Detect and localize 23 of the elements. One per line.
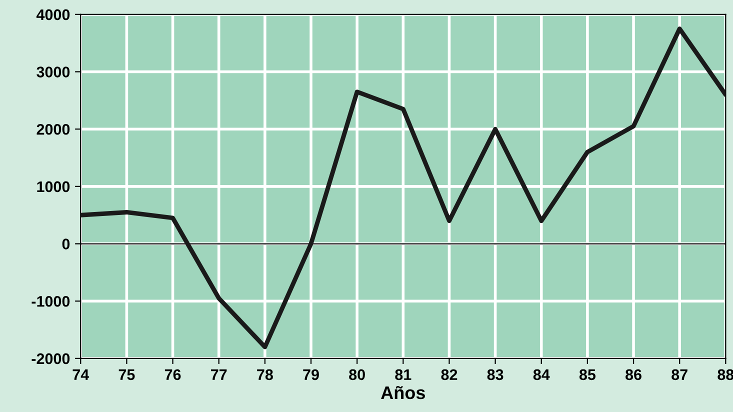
x-tick-label: 83 <box>487 369 504 380</box>
x-tick-label: 82 <box>441 369 458 380</box>
y-tick-label: 4000 <box>36 9 70 20</box>
x-tick-label: 75 <box>118 369 135 380</box>
x-tick-label: 86 <box>626 369 642 380</box>
x-tick-label: 80 <box>349 369 365 380</box>
y-tick-label: 0 <box>62 238 70 250</box>
y-tick-label: 1000 <box>37 181 70 192</box>
y-tick-label: -1000 <box>32 296 70 307</box>
x-tick-label: 79 <box>303 369 319 380</box>
x-tick-label: 87 <box>672 369 688 380</box>
x-tick-label: 77 <box>211 369 227 380</box>
x-tick-label: 74 <box>72 369 90 380</box>
x-tick-label: 78 <box>257 369 273 380</box>
x-tick-label: 84 <box>533 369 550 380</box>
x-tick-label: 81 <box>395 369 412 380</box>
y-tick-label: -2000 <box>32 353 70 364</box>
x-tick-label: 76 <box>164 369 181 380</box>
y-tick-label: 2000 <box>36 124 70 135</box>
x-tick-label: 85 <box>579 369 596 380</box>
x-axis-title: Años <box>381 386 425 400</box>
line-series <box>80 26 726 350</box>
y-tick-label: 3000 <box>36 66 70 78</box>
